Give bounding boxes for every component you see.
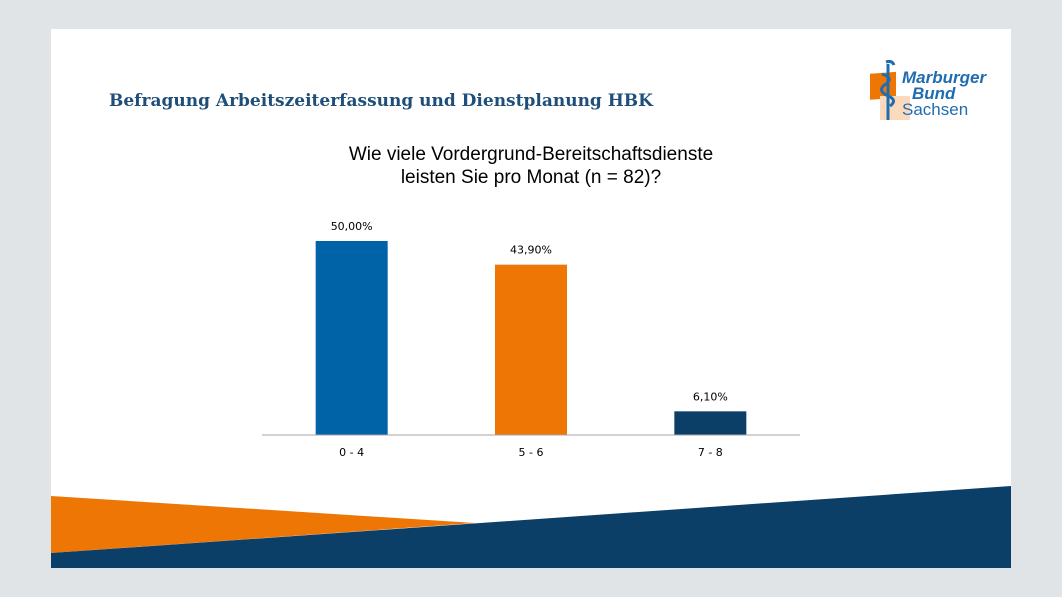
- bar-chart: 50,00% 0 - 4 43,90% 5 - 6 6,10% 7 - 8: [262, 220, 800, 459]
- data-label-0: 50,00%: [331, 220, 373, 233]
- bar-2: [674, 411, 747, 435]
- x-tick-label-0: 0 - 4: [339, 446, 364, 459]
- logo-line-1: Marburger: [902, 68, 987, 87]
- logo-emblem-icon: [870, 60, 910, 120]
- chart-title: Wie viele Vordergrund-Bereitschaftsdiens…: [281, 143, 781, 189]
- slide: Befragung Arbeitszeiterfassung und Diens…: [51, 29, 1011, 568]
- bar-0: [315, 241, 388, 435]
- navy-wedge: [51, 486, 1011, 568]
- orange-wedge: [51, 496, 475, 553]
- x-tick-label-1: 5 - 6: [519, 446, 544, 459]
- data-label-2: 6,10%: [693, 390, 728, 403]
- slide-decoration: [51, 486, 1011, 568]
- data-label-1: 43,90%: [510, 244, 552, 257]
- marburger-bund-logo: Marburger Bund Sachsen: [866, 60, 991, 126]
- chart-title-line-2: leisten Sie pro Monat (n = 82)?: [400, 167, 662, 188]
- logo-line-3: Sachsen: [902, 100, 969, 119]
- chart-title-line-1: Wie viele Vordergrund-Bereitschaftsdiens…: [348, 144, 714, 165]
- bar-1: [495, 264, 567, 435]
- x-tick-label-2: 7 - 8: [698, 446, 723, 459]
- slide-heading: Befragung Arbeitszeiterfassung und Diens…: [109, 91, 653, 111]
- logo-line-2: Bund: [912, 84, 956, 103]
